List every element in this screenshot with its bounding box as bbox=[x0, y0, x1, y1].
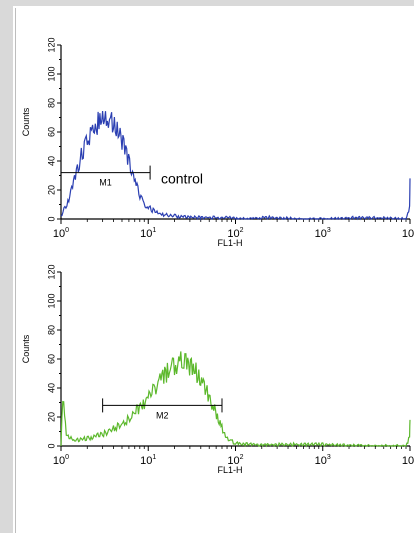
x-tick-label: 103 bbox=[315, 454, 331, 467]
y-tick-label: 20 bbox=[46, 412, 56, 422]
x-tick-label: 100 bbox=[53, 454, 69, 467]
annotation-label: control bbox=[161, 170, 203, 186]
gate-label: M1 bbox=[99, 178, 112, 188]
histogram-panel-1: 0 20 40 60 80 100 120 Counts 100 101 102 103 104 FL1-… bbox=[21, 37, 414, 248]
inner-border bbox=[15, 8, 16, 533]
x-tick-label: 101 bbox=[140, 454, 156, 467]
y-tick-label: 40 bbox=[46, 156, 56, 166]
x-tick-label: 102 bbox=[227, 454, 243, 467]
y-tick-label: 20 bbox=[46, 185, 56, 195]
y-tick-label: 100 bbox=[46, 66, 56, 81]
y-tick-label: 80 bbox=[46, 325, 56, 335]
y-tick-label: 120 bbox=[46, 264, 56, 279]
y-tick-label: 60 bbox=[46, 127, 56, 137]
gate-label: M2 bbox=[156, 410, 169, 420]
x-axis-title: FL1-H bbox=[217, 238, 242, 248]
y-tick-label: 120 bbox=[46, 37, 56, 52]
y-tick-label: 40 bbox=[46, 383, 56, 393]
y-tick-label: 0 bbox=[46, 443, 56, 448]
x-tick-label: 102 bbox=[227, 227, 243, 240]
x-tick-label: 104 bbox=[402, 454, 414, 467]
x-tick-label: 100 bbox=[53, 227, 69, 240]
x-tick-label: 101 bbox=[140, 227, 156, 240]
top-border bbox=[13, 0, 414, 6]
left-border bbox=[0, 0, 13, 533]
y-tick-label: 100 bbox=[46, 293, 56, 308]
y-tick-label: 60 bbox=[46, 354, 56, 364]
histogram-series bbox=[60, 111, 411, 221]
histogram-panel-2: 0 20 40 60 80 100 120 Counts 100 101 102 103 104 FL1-… bbox=[21, 264, 414, 475]
histogram-series bbox=[60, 351, 411, 448]
x-tick-label: 104 bbox=[402, 227, 414, 240]
y-axis-title: Counts bbox=[21, 107, 31, 136]
y-tick-label: 0 bbox=[46, 216, 56, 221]
x-tick-label: 103 bbox=[315, 227, 331, 240]
x-axis-title: FL1-H bbox=[217, 465, 242, 475]
y-axis-title: Counts bbox=[21, 334, 31, 363]
y-tick-label: 80 bbox=[46, 98, 56, 108]
